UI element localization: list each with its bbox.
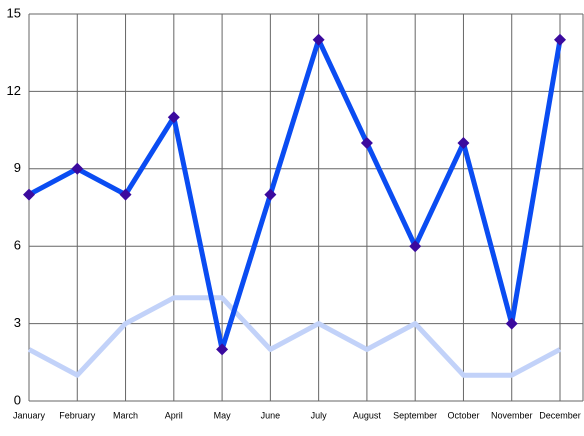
data-point xyxy=(554,33,566,46)
y-tick-label: 0 xyxy=(14,392,21,407)
x-tick-label: October xyxy=(447,410,479,420)
data-point xyxy=(264,188,277,201)
series-line xyxy=(27,295,562,378)
data-point xyxy=(505,317,518,330)
x-tick-label: April xyxy=(165,410,183,420)
data-point xyxy=(216,343,229,356)
y-tick-label: 3 xyxy=(14,315,21,330)
x-tick-label: May xyxy=(214,410,232,420)
x-tick-label: June xyxy=(261,410,281,420)
x-tick-label: September xyxy=(393,410,437,420)
y-tick-label: 9 xyxy=(14,160,21,175)
data-point xyxy=(409,240,422,253)
y-tick-label: 12 xyxy=(7,83,21,98)
y-tick-label: 15 xyxy=(7,5,21,20)
data-point xyxy=(167,111,180,124)
x-tick-label: March xyxy=(113,410,138,420)
x-tick-label: November xyxy=(491,410,533,420)
data-point xyxy=(457,137,470,149)
x-tick-label: August xyxy=(353,410,382,420)
data-point xyxy=(119,188,132,201)
data-point xyxy=(71,162,84,175)
data-point xyxy=(312,33,325,46)
x-tick-label: February xyxy=(59,410,96,420)
x-tick-label: December xyxy=(539,410,581,420)
y-tick-label: 6 xyxy=(14,238,21,253)
series-line xyxy=(27,37,563,352)
x-tick-label: January xyxy=(13,410,46,420)
data-point xyxy=(23,188,35,201)
data-point xyxy=(360,137,373,149)
x-tick-label: July xyxy=(311,410,328,420)
